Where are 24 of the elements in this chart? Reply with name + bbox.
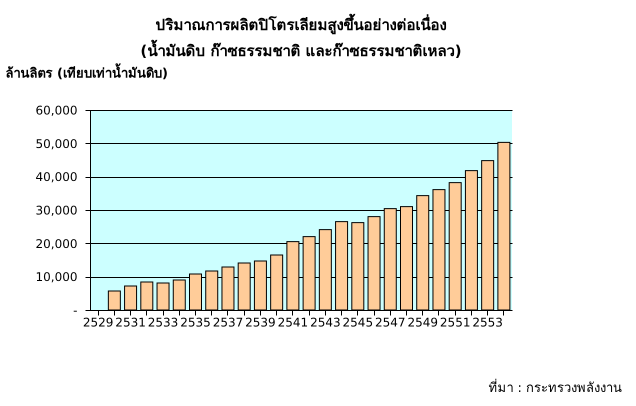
y-tick-label: 60,000 — [36, 104, 78, 118]
x-tick-label: 2551 — [440, 316, 470, 330]
text: ที่มา : กระทรวงพลังงาน — [488, 379, 622, 396]
x-tick-label: 2541 — [278, 316, 308, 330]
text: (น้ำมันดิบ ก๊าซธรรมชาติ และก๊าซธรรมชาติเหลว) — [140, 42, 462, 60]
x-tick-label: 2547 — [374, 316, 406, 330]
x-tick-label: 2537 — [212, 316, 244, 330]
x-tick-label: 2531 — [115, 316, 146, 330]
x-tick-label: 2553 — [472, 316, 503, 330]
y-axis-title: ล้านลิตร (เทียบเท่าน้ำมันดิบ) — [6, 62, 168, 82]
x-tick-label: 2533 — [148, 316, 178, 330]
y-tick-label: - — [73, 304, 78, 318]
y-tick-label: 40,000 — [36, 170, 78, 184]
y-tick-label: 10,000 — [36, 270, 78, 284]
text: ปริมาณการผลิตปิโตรเลียมสูงขึ้นอย่างต่อเนื่อง — [156, 16, 446, 34]
y-tick-label: 50,000 — [36, 136, 78, 151]
y-tick-label: 20,000 — [36, 236, 78, 251]
x-tick-label: 2535 — [180, 316, 211, 330]
x-tick-label: 2545 — [342, 316, 374, 330]
x-tick-label: 2539 — [245, 316, 276, 330]
x-tick-label: 2549 — [407, 316, 438, 330]
y-tick-label: 30,000 — [36, 204, 78, 218]
x-tick-label: 2543 — [310, 316, 341, 330]
x-tick-label: 2529 — [82, 316, 114, 330]
